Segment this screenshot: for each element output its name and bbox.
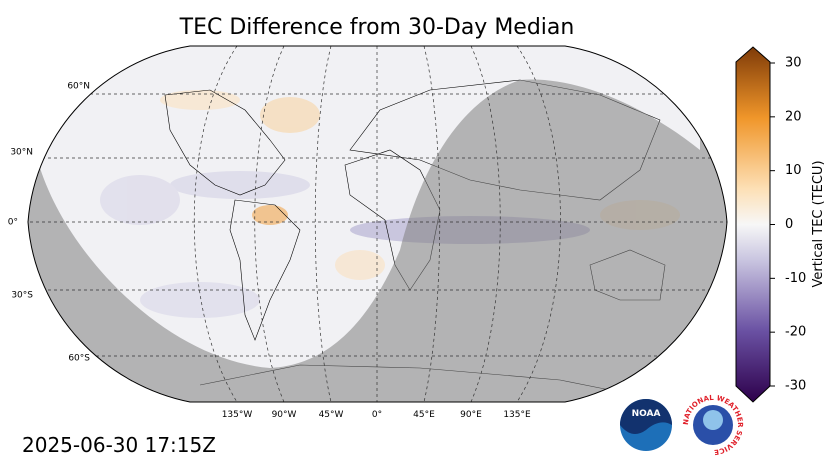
lon-label: 0° <box>372 410 382 420</box>
lat-label: 60°S <box>68 354 90 364</box>
lat-label: 0° <box>8 218 18 228</box>
colorbar-tick-label: -20 <box>785 325 806 340</box>
nws-logo: NATIONAL WEATHER SERVICE <box>682 394 744 456</box>
noaa-logo: NOAA <box>620 399 672 451</box>
lon-label: 45°W <box>319 410 344 420</box>
colorbar-tick-label: -10 <box>785 271 806 286</box>
colorbar-tick-label: 0 <box>785 217 793 232</box>
lon-label: 135°E <box>503 410 531 420</box>
lat-label: 60°N <box>67 82 90 92</box>
colorbar-tick-label: 10 <box>785 163 802 178</box>
colorbar-label: Vertical TEC (TECU) <box>811 160 826 287</box>
map-outline <box>27 45 728 403</box>
graticule <box>28 46 727 402</box>
title: TEC Difference from 30-Day Median <box>179 15 575 40</box>
timestamp: 2025-06-30 17:15Z <box>22 433 216 457</box>
lat-label: 30°N <box>10 148 33 158</box>
lon-label: 45°E <box>413 410 435 420</box>
colorbar <box>735 46 771 403</box>
lon-label: 135°W <box>222 410 253 420</box>
colorbar-tick-label: 30 <box>785 56 802 71</box>
colorbar-tick-label: 20 <box>785 109 802 124</box>
lon-label: 90°W <box>272 410 297 420</box>
lon-label: 90°E <box>460 410 482 420</box>
colorbar-tick-label: -30 <box>785 379 806 394</box>
lat-label: 30°S <box>11 291 33 301</box>
noaa-text: NOAA <box>632 409 661 419</box>
